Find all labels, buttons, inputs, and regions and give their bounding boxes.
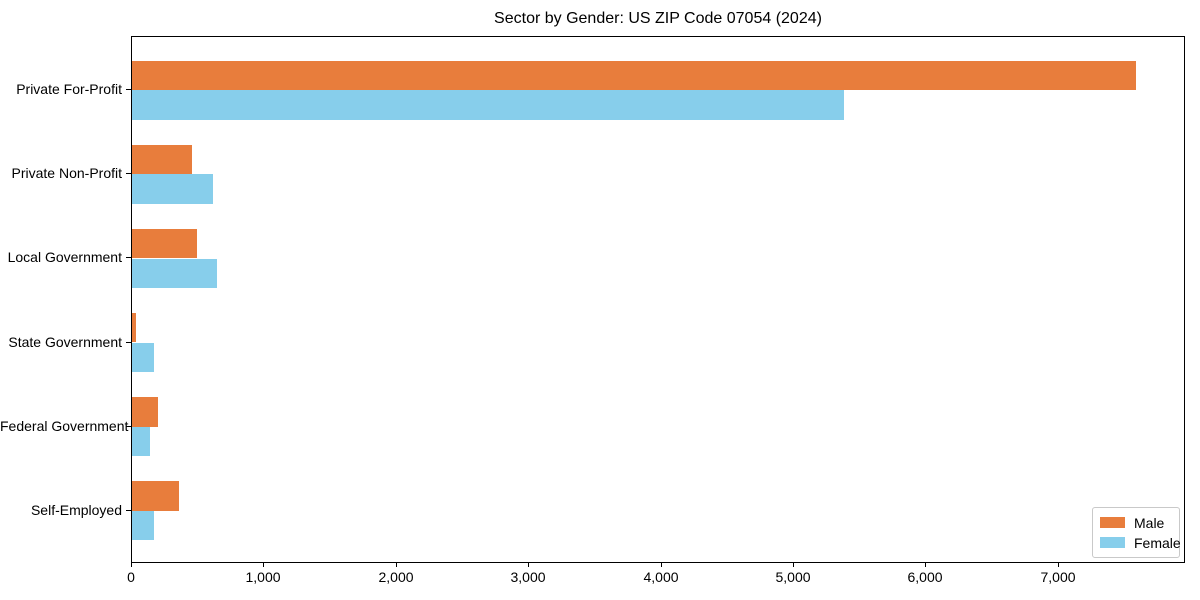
xtick-mark-7-000	[1058, 563, 1059, 567]
ytick-label-private-non-profit: Private Non-Profit	[11, 165, 122, 181]
xtick-label-6-000: 6,000	[907, 569, 943, 585]
bar-female-private-for-profit	[132, 90, 845, 120]
xtick-mark-6-000	[925, 563, 926, 567]
xtick-mark-3-000	[528, 563, 529, 567]
chart-title: Sector by Gender: US ZIP Code 07054 (202…	[494, 10, 822, 27]
ytick-label-local-government: Local Government	[7, 249, 122, 265]
bar-female-self-employed	[132, 510, 155, 540]
bar-female-state-government	[132, 342, 154, 372]
legend-swatch-male	[1100, 517, 1125, 528]
bar-female-local-government	[132, 258, 217, 288]
bar-male-private-non-profit	[132, 145, 192, 175]
legend-swatch-female	[1100, 537, 1125, 548]
ytick-mark-private-non-profit	[126, 173, 131, 174]
xtick-mark-0	[131, 563, 132, 567]
bar-male-local-government	[132, 229, 197, 259]
xtick-mark-2-000	[396, 563, 397, 567]
bar-male-self-employed	[132, 481, 179, 511]
xtick-label-3-000: 3,000	[510, 569, 546, 585]
bar-male-state-government	[132, 313, 136, 343]
xtick-label-0: 0	[127, 569, 135, 585]
legend-label-female: Female	[1134, 534, 1181, 551]
ytick-mark-private-for-profit	[126, 89, 131, 90]
legend: Male Female	[1092, 507, 1181, 558]
bar-female-federal-government	[132, 426, 150, 456]
legend-entry-female: Female	[1100, 534, 1181, 551]
xtick-mark-5-000	[793, 563, 794, 567]
xtick-label-4-000: 4,000	[643, 569, 679, 585]
xtick-label-1-000: 1,000	[245, 569, 281, 585]
bar-female-private-non-profit	[132, 174, 214, 204]
ytick-mark-self-employed	[126, 510, 131, 511]
xtick-mark-1-000	[263, 563, 264, 567]
ytick-mark-state-government	[126, 342, 131, 343]
bar-male-private-for-profit	[132, 61, 1136, 91]
xtick-mark-4-000	[661, 563, 662, 567]
xtick-label-2-000: 2,000	[378, 569, 414, 585]
legend-label-male: Male	[1134, 514, 1165, 531]
xtick-label-7-000: 7,000	[1040, 569, 1076, 585]
ytick-label-state-government: State Government	[8, 334, 122, 350]
legend-entry-male: Male	[1100, 514, 1171, 531]
bar-male-federal-government	[132, 397, 158, 427]
ytick-mark-local-government	[126, 257, 131, 258]
xtick-label-5-000: 5,000	[775, 569, 811, 585]
plot-area	[131, 36, 1185, 563]
ytick-mark-federal-government	[126, 426, 131, 427]
ytick-label-private-for-profit: Private For-Profit	[16, 81, 122, 97]
ytick-label-self-employed: Self-Employed	[30, 502, 122, 518]
ytick-label-federal-government: Federal Government	[0, 418, 129, 434]
legend-rows: Male Female	[1100, 514, 1181, 551]
